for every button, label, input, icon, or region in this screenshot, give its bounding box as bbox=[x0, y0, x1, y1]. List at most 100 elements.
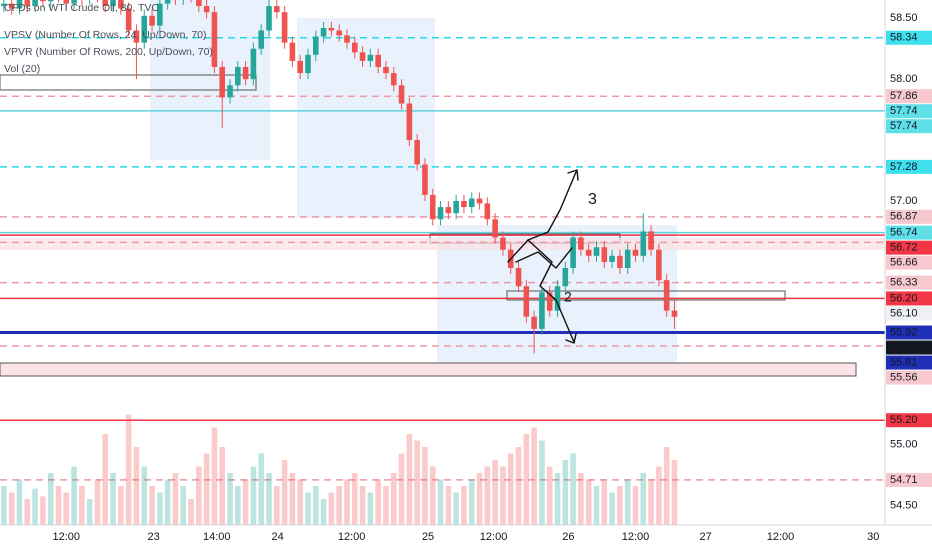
price-label-bg bbox=[886, 355, 932, 370]
price-label: 56.20 bbox=[890, 292, 918, 304]
volume-bar bbox=[274, 486, 280, 525]
candle-body bbox=[141, 15, 148, 43]
volume-bar bbox=[578, 473, 584, 525]
price-label: 56.74 bbox=[890, 227, 918, 239]
hand-drawing: 3 2 bbox=[507, 169, 597, 344]
volume-bar bbox=[125, 414, 132, 525]
candle-body bbox=[203, 6, 210, 13]
candle-body bbox=[24, 0, 31, 7]
volume-bar bbox=[289, 473, 296, 525]
time-label: 24 bbox=[271, 531, 283, 543]
candle-body bbox=[40, 0, 46, 2]
volume-bar bbox=[461, 486, 467, 525]
volume-bar bbox=[414, 440, 420, 525]
price-label-bg bbox=[886, 104, 932, 119]
candle-body bbox=[320, 28, 327, 37]
candle-body bbox=[110, 0, 116, 7]
volume-bar bbox=[585, 479, 592, 525]
candle-body bbox=[133, 30, 140, 43]
volume-bar bbox=[593, 486, 600, 525]
volume-bar bbox=[617, 486, 623, 525]
profile-region bbox=[150, 0, 270, 160]
price-label: 55.20 bbox=[890, 414, 918, 426]
candle-body bbox=[656, 249, 662, 281]
candle-body bbox=[570, 237, 576, 268]
volume-bar bbox=[500, 466, 506, 525]
candle-body bbox=[437, 207, 444, 220]
volume-bar bbox=[47, 473, 54, 525]
candle-body bbox=[297, 60, 303, 74]
candle-body bbox=[640, 231, 647, 256]
volume-bar bbox=[40, 496, 46, 525]
volume-bar bbox=[86, 499, 93, 525]
candle-body bbox=[554, 286, 561, 311]
price-label-bg bbox=[886, 275, 932, 290]
candle-body bbox=[648, 231, 654, 250]
price-label-bg bbox=[886, 472, 932, 487]
volume-bar bbox=[492, 460, 498, 525]
volume-bar bbox=[250, 466, 257, 525]
user-box bbox=[0, 362, 857, 377]
volume-bar bbox=[141, 466, 148, 525]
price-label: 57.74 bbox=[890, 120, 918, 132]
drawn-arrow bbox=[507, 171, 577, 263]
volume-bar bbox=[648, 479, 654, 525]
price-label: 55.00 bbox=[890, 439, 918, 451]
volume-bar bbox=[1, 486, 7, 525]
volume-bar bbox=[515, 447, 522, 525]
timer-bg bbox=[886, 340, 932, 355]
price-label-bg bbox=[886, 255, 932, 270]
time-label: 12:00 bbox=[767, 531, 795, 543]
candle-body bbox=[671, 310, 678, 317]
candle-body bbox=[445, 207, 452, 214]
candle-body bbox=[102, 0, 109, 7]
price-label: 54.71 bbox=[890, 474, 918, 486]
price-label: 57.86 bbox=[890, 90, 918, 102]
candle-body bbox=[632, 249, 639, 256]
legend: CFDs on WTI Crude Oil, 80, TVC VPSV (Num… bbox=[4, 2, 213, 75]
volume-bar bbox=[219, 447, 226, 525]
price-label: 56.66 bbox=[890, 257, 918, 269]
time-label: 12:00 bbox=[622, 531, 650, 543]
price-label-bg bbox=[886, 209, 932, 224]
candle-body bbox=[281, 12, 288, 43]
time-label: 25 bbox=[422, 531, 434, 543]
volume-bar bbox=[133, 447, 140, 525]
volume-bar bbox=[484, 466, 491, 525]
price-label: 58.00 bbox=[890, 73, 918, 85]
volume-bar bbox=[445, 486, 452, 525]
volume-bar bbox=[539, 440, 545, 525]
volume-bar bbox=[79, 486, 85, 525]
volume-bar bbox=[227, 473, 233, 525]
zone bbox=[0, 238, 885, 250]
volume-bar bbox=[531, 427, 537, 525]
candle-body bbox=[546, 292, 553, 311]
volume-bar bbox=[188, 499, 194, 525]
candle-body bbox=[359, 52, 366, 61]
candle-body bbox=[578, 237, 584, 250]
volume-bar bbox=[476, 473, 483, 525]
volume-bar bbox=[110, 473, 116, 525]
candle-body bbox=[71, 0, 77, 4]
candle-body bbox=[562, 267, 569, 287]
price-label: 56.33 bbox=[890, 277, 918, 289]
candle-body bbox=[398, 85, 405, 104]
candle-body bbox=[242, 66, 249, 80]
time-label: 23 bbox=[147, 531, 159, 543]
drawn-arrow bbox=[527, 239, 575, 343]
volume-bar bbox=[656, 466, 662, 525]
candle-body bbox=[328, 28, 335, 31]
price-label: 57.28 bbox=[890, 161, 918, 173]
volume-bar bbox=[523, 434, 530, 525]
legend-entry: VPSV (Number Of Rows, 24, Up/Down, 70) bbox=[4, 29, 207, 41]
price-label: 56.87 bbox=[890, 211, 918, 223]
candle-body bbox=[305, 54, 311, 74]
volume-bar bbox=[609, 492, 615, 525]
volume-bar bbox=[367, 492, 374, 525]
price-label-bg bbox=[886, 225, 932, 240]
price-label: 58.34 bbox=[890, 32, 918, 44]
volume-bar bbox=[453, 492, 459, 525]
candle-body bbox=[266, 6, 272, 31]
user-box bbox=[506, 290, 786, 301]
price-label-bg bbox=[886, 291, 932, 306]
